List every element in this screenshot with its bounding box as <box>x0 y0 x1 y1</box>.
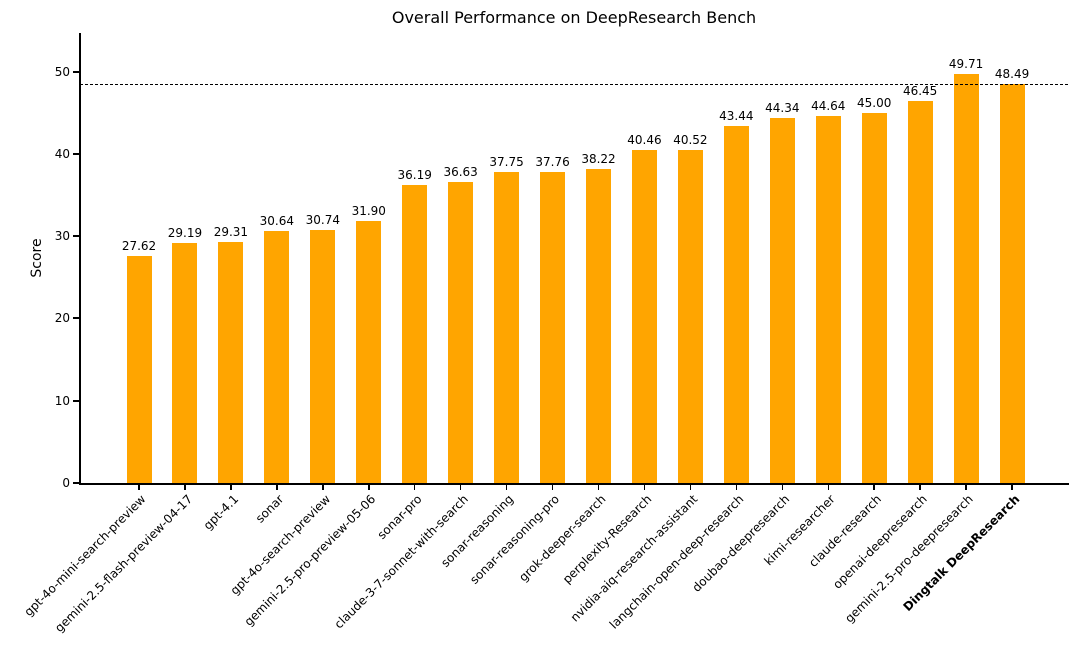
bar <box>769 118 795 483</box>
x-tick-mark <box>919 485 921 490</box>
y-tick-mark <box>73 70 79 73</box>
y-tick-label: 50 <box>54 64 70 79</box>
bar-value-label: 29.31 <box>213 224 249 239</box>
bar <box>356 220 382 483</box>
y-tick-mark <box>73 317 79 320</box>
bar-value-label: 45.00 <box>857 95 892 110</box>
x-tick-mark <box>505 485 508 490</box>
bar <box>723 125 749 483</box>
bar-value-label: 37.76 <box>535 155 570 170</box>
y-tick-label: 30 <box>54 229 70 244</box>
bar <box>218 241 244 483</box>
chart-title: Overall Performance on DeepResearch Benc… <box>391 8 757 27</box>
x-tick-mark <box>184 485 186 490</box>
bar-value-label: 40.52 <box>673 132 708 147</box>
x-axis-spine <box>79 483 1069 485</box>
y-axis-spine <box>79 33 81 485</box>
bar-value-label: 30.74 <box>305 213 340 228</box>
x-tick-mark <box>873 485 875 490</box>
y-tick-mark <box>73 235 79 238</box>
x-tick-label: sonar <box>253 492 287 526</box>
bar-value-label: 49.71 <box>948 57 984 72</box>
bar <box>126 255 152 483</box>
y-tick-label: 10 <box>54 393 70 408</box>
reference-dashed-line <box>80 84 1068 86</box>
x-tick-mark <box>459 485 462 490</box>
x-tick-mark <box>138 485 140 490</box>
bar <box>815 115 841 483</box>
y-tick-label: 0 <box>62 476 70 490</box>
bar <box>448 181 474 483</box>
bar <box>172 242 198 483</box>
bar-value-label: 44.34 <box>765 101 800 116</box>
x-tick-label: perplexity-Research <box>559 492 655 587</box>
x-tick-mark <box>965 485 967 490</box>
bar-value-label: 36.63 <box>443 164 478 179</box>
bar-value-label: 43.44 <box>719 108 754 123</box>
bar-value-label: 27.62 <box>121 238 157 253</box>
bar-value-label: 40.46 <box>627 133 662 148</box>
bar-value-label: 29.19 <box>167 225 203 240</box>
bar <box>999 84 1025 483</box>
y-tick-mark <box>73 399 79 402</box>
bar-value-label: 30.64 <box>259 213 295 228</box>
bar <box>907 100 933 483</box>
bar <box>953 74 979 483</box>
bar <box>540 172 566 483</box>
x-tick-mark <box>368 485 370 490</box>
x-tick-mark <box>1011 485 1013 490</box>
x-tick-label: gpt-4.1 <box>200 492 241 533</box>
bar-value-label: 36.19 <box>397 168 432 183</box>
bar <box>677 149 703 483</box>
x-tick-label: sonar-reasoning-pro <box>467 492 563 587</box>
x-tick-mark <box>322 485 324 490</box>
y-tick-mark <box>73 152 79 155</box>
bar <box>631 150 657 483</box>
x-tick-mark <box>735 485 738 490</box>
bar <box>494 172 520 483</box>
y-tick-mark <box>73 482 79 484</box>
x-tick-mark <box>551 485 554 490</box>
bar <box>310 230 336 483</box>
x-tick-mark <box>689 485 692 490</box>
bar <box>861 112 887 483</box>
x-tick-mark <box>781 485 784 490</box>
y-tick-label: 40 <box>54 146 70 161</box>
bar-value-label: 37.75 <box>489 155 524 170</box>
x-tick-mark <box>276 485 278 490</box>
x-tick-mark <box>597 485 600 490</box>
y-tick-label: 20 <box>54 311 70 326</box>
x-tick-label: grok-deeper-search <box>516 492 609 585</box>
x-tick-mark <box>413 485 416 490</box>
bar <box>264 230 290 483</box>
bar <box>402 185 428 483</box>
bar-value-label: 46.45 <box>902 83 938 98</box>
x-tick-mark <box>643 485 646 490</box>
bar-value-label: 38.22 <box>581 151 616 166</box>
bar <box>586 168 611 483</box>
bar-value-label: 48.49 <box>994 67 1030 82</box>
x-tick-mark <box>230 485 232 490</box>
x-tick-mark <box>827 485 829 490</box>
bar-value-label: 44.64 <box>811 98 846 113</box>
bar-value-label: 31.90 <box>351 203 386 218</box>
